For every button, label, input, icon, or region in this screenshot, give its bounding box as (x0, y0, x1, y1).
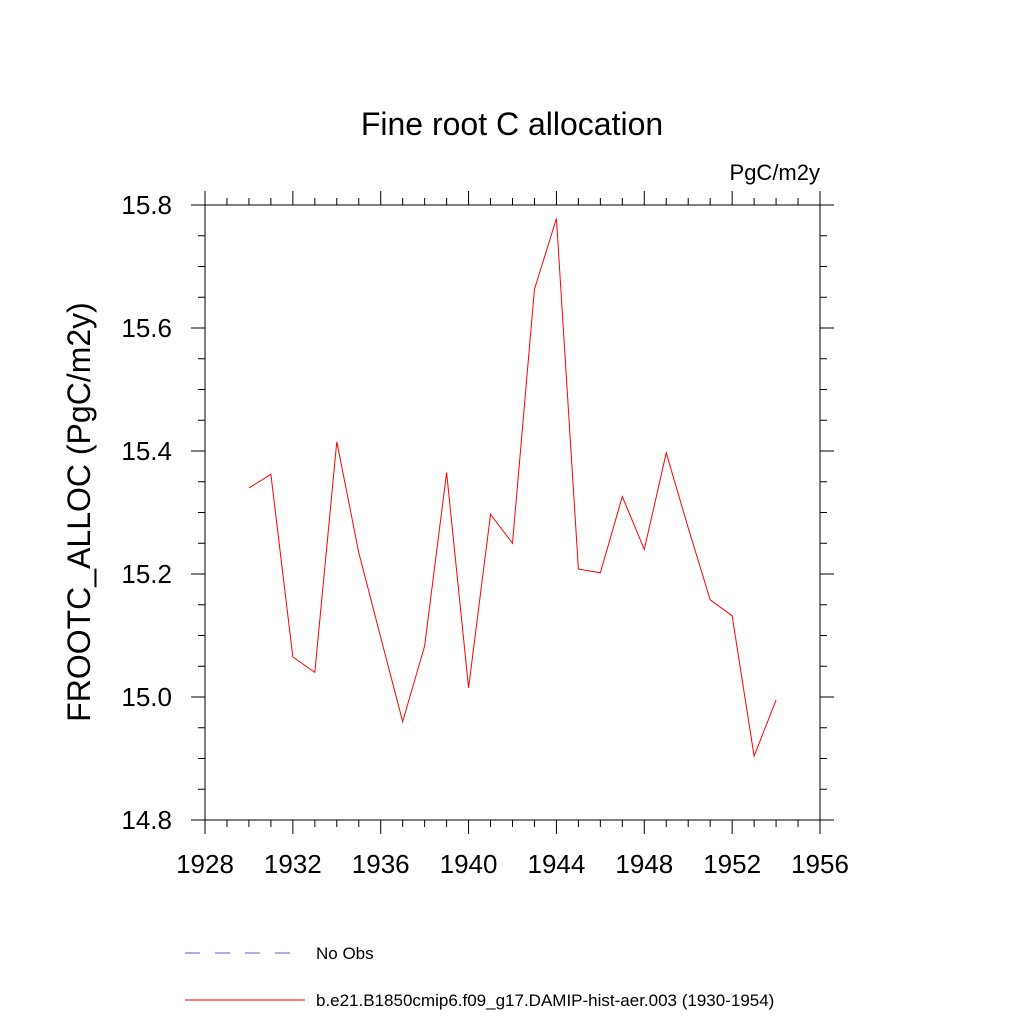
y-axis-label: FROOTC_ALLOC (PgC/m2y) (61, 302, 97, 722)
legend: No Obs b.e21.B1850cmip6.f09_g17.DAMIP-hi… (185, 944, 774, 1010)
plot-frame (204, 204, 821, 821)
x-tick-label-1940: 1940 (440, 849, 498, 879)
x-tick-label-1928: 1928 (176, 849, 234, 879)
data-point-1938 (424, 645, 425, 646)
data-point-1933 (314, 672, 315, 673)
legend-label-series: b.e21.B1850cmip6.f09_g17.DAMIP-hist-aer.… (316, 991, 774, 1010)
legend-label-no-obs: No Obs (316, 944, 374, 963)
data-point-1952 (732, 615, 733, 616)
data-point-1945 (578, 569, 579, 570)
data-point-1954 (776, 700, 777, 701)
data-point-1953 (754, 756, 755, 757)
y-tick-label-4: 15.6 (121, 313, 172, 343)
x-tick-label-1956: 1956 (791, 849, 849, 879)
y-tick-label-3: 15.4 (121, 436, 172, 466)
data-point-1934 (336, 441, 337, 442)
y-tick-label-0: 14.8 (121, 805, 172, 835)
units-label: PgC/m2y (730, 160, 820, 185)
x-tick-label-1944: 1944 (528, 849, 586, 879)
axis-ticks (191, 191, 834, 834)
data-point-1931 (270, 474, 271, 475)
data-point-1941 (490, 514, 491, 515)
y-tick-label-5: 15.8 (121, 190, 172, 220)
x-tick-label-1948: 1948 (615, 849, 673, 879)
series-line-0 (248, 218, 777, 758)
data-point-1942 (512, 543, 513, 544)
data-point-1939 (446, 472, 447, 473)
x-tick-label-1936: 1936 (352, 849, 410, 879)
data-point-1947 (622, 496, 623, 497)
data-point-1940 (468, 687, 469, 688)
data-point-1946 (600, 572, 601, 573)
series-layer (248, 218, 777, 758)
x-tick-label-1952: 1952 (703, 849, 761, 879)
data-point-1935 (358, 552, 359, 553)
data-point-1936 (380, 637, 381, 638)
axis-tick-labels: 1928 1932 1936 1940 1944 1948 1952 1956 14.8 15.0… (121, 190, 849, 879)
data-point-1948 (644, 549, 645, 550)
data-point-1943 (534, 289, 535, 290)
data-point-1930 (248, 487, 249, 488)
data-point-1932 (292, 657, 293, 658)
y-tick-label-2: 15.2 (121, 559, 172, 589)
data-point-1944 (556, 218, 557, 219)
x-tick-label-1932: 1932 (264, 849, 322, 879)
data-point-1951 (710, 599, 711, 600)
y-tick-label-1: 15.0 (121, 682, 172, 712)
data-point-1949 (666, 452, 667, 453)
chart-title: Fine root C allocation (361, 106, 663, 142)
data-point-1937 (402, 721, 403, 722)
data-point-1950 (688, 527, 689, 528)
